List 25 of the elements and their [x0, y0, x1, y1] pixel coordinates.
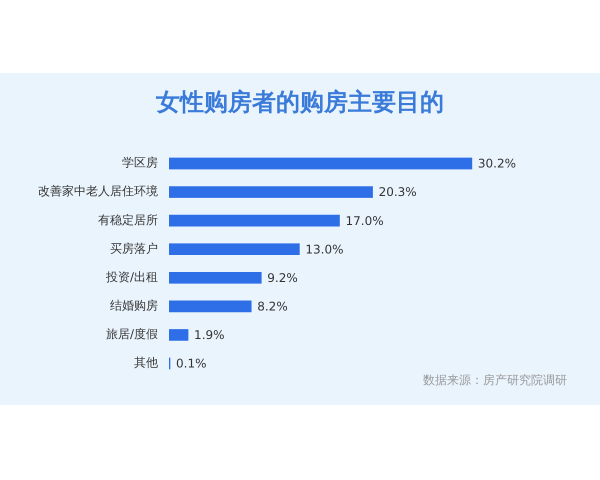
bar [169, 214, 340, 226]
y-tick-label: 结婚购房 [110, 298, 158, 312]
bar [169, 158, 472, 170]
data-label: 1.9% [194, 328, 225, 342]
data-label: 30.2% [478, 156, 516, 171]
bar [169, 186, 373, 198]
data-label: 9.2% [267, 270, 298, 285]
y-tick-label: 旅居/度假 [106, 327, 158, 342]
y-tick-label: 其他 [134, 356, 158, 370]
data-label: 8.2% [257, 299, 288, 314]
y-tick-label: 买房落户 [110, 241, 158, 256]
data-label: 20.3% [378, 185, 417, 200]
chart-title: 女性购房者的购房主要目的 [155, 87, 445, 118]
data-label: 17.0% [345, 214, 384, 228]
bar [169, 300, 252, 312]
bar [169, 272, 262, 284]
annotation: 数据来源：房产研究院调研 [423, 372, 567, 388]
y-tick-label: 有稳定居所 [98, 212, 158, 227]
y-tick-label: 投资/出租 [104, 270, 158, 284]
y-tick-label: 改善家中老人居住环境 [38, 184, 158, 198]
bar [169, 243, 300, 256]
data-label: 13.0% [305, 242, 344, 256]
data-label: 0.1% [176, 356, 207, 371]
bar [169, 329, 188, 341]
y-tick-label: 学区房 [122, 156, 158, 170]
